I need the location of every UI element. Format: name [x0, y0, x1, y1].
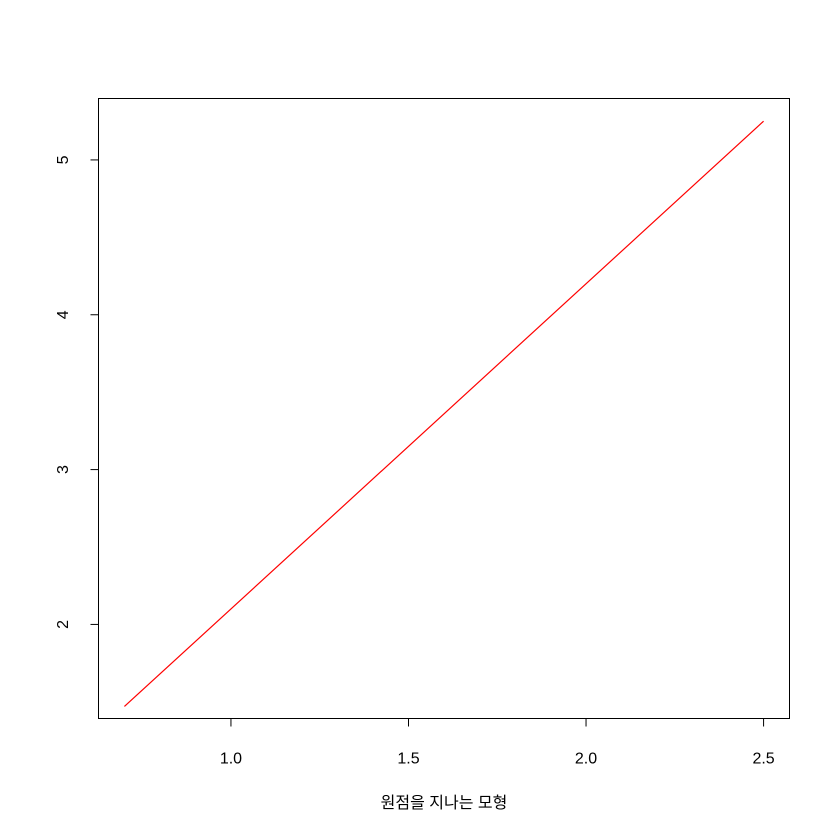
- plot-area-frame: [98, 98, 790, 719]
- y-tick-label: 5: [55, 155, 72, 164]
- y-tick-label: 2: [55, 620, 72, 629]
- y-tick-label: 4: [55, 310, 72, 319]
- x-axis-title: 원점을 지나는 모형: [381, 794, 508, 812]
- y-axis: 2 3 4 5: [55, 155, 99, 629]
- x-tick-label: 2.0: [575, 751, 597, 768]
- series-line-1: [124, 120, 764, 707]
- x-tick-label: 1.0: [220, 751, 242, 768]
- x-tick-label: 1.5: [397, 751, 419, 768]
- x-tick-label: 2.5: [752, 751, 774, 768]
- y-tick-label: 3: [55, 465, 72, 474]
- series-layer: [124, 120, 764, 707]
- x-axis: 1.0 1.5 2.0 2.5: [220, 718, 775, 768]
